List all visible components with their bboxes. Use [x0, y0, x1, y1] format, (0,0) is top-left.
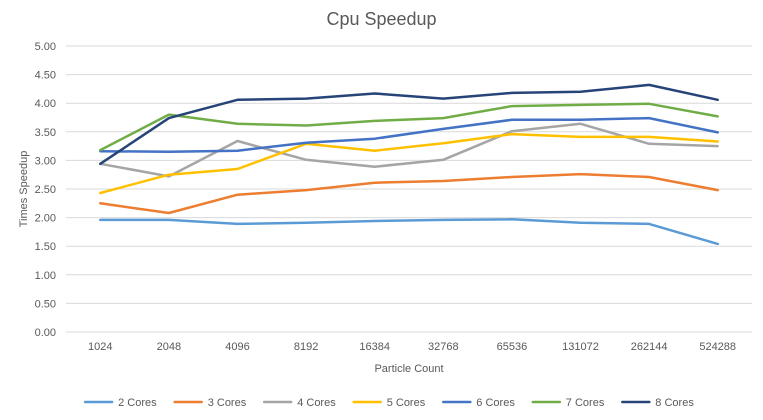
- y-tick-label: 2.50: [35, 184, 56, 196]
- x-tick-label: 32768: [428, 341, 459, 353]
- y-tick-label: 5.00: [35, 41, 56, 53]
- x-tick-label: 131072: [562, 341, 599, 353]
- x-tick-label: 1024: [88, 341, 112, 353]
- y-tick-label: 1.00: [35, 270, 56, 282]
- series-line-8-cores: [99, 83, 719, 166]
- legend-label: 2 Cores: [118, 397, 157, 409]
- legend-label: 6 Cores: [476, 397, 515, 409]
- legend-item: 4 Cores: [262, 397, 336, 409]
- y-tick-label: 4.50: [35, 70, 56, 82]
- legend-item: 2 Cores: [83, 397, 157, 409]
- legend-label: 5 Cores: [387, 397, 426, 409]
- legend-item: 6 Cores: [442, 397, 515, 409]
- series-line-4-cores: [99, 122, 719, 178]
- y-tick-label: 3.00: [35, 155, 56, 167]
- y-tick-label: 0.00: [35, 327, 56, 339]
- legend-item: 3 Cores: [173, 397, 247, 409]
- legend-label: 4 Cores: [297, 397, 336, 409]
- x-tick-label: 65536: [497, 341, 528, 353]
- y-axis-title: Times Speedup: [18, 151, 30, 228]
- series-line-6-cores: [99, 116, 719, 154]
- legend: 2 Cores 3 Cores 4 Cores 5 Cores 6 Cores 7 Cor…: [83, 397, 694, 409]
- series-line-2-cores: [99, 218, 719, 246]
- series-line-3-cores: [99, 172, 719, 215]
- legend-label: 8 Cores: [655, 397, 694, 409]
- x-tick-label: 4096: [225, 341, 249, 353]
- series-lines: [99, 83, 719, 246]
- chart-title: Cpu Speedup: [326, 9, 436, 29]
- series-line-7-cores: [99, 102, 719, 152]
- x-axis-ticks: 1024 2048 4096 8192 16384 32768 65536 131072 262…: [88, 341, 736, 353]
- y-tick-label: 4.00: [35, 98, 56, 110]
- legend-item: 8 Cores: [621, 397, 694, 409]
- y-tick-label: 2.00: [35, 213, 56, 225]
- y-tick-label: 1.50: [35, 241, 56, 253]
- legend-label: 7 Cores: [566, 397, 605, 409]
- legend-item: 5 Cores: [352, 397, 426, 409]
- x-tick-label: 2048: [157, 341, 181, 353]
- y-tick-label: 3.50: [35, 127, 56, 139]
- legend-item: 7 Cores: [531, 397, 605, 409]
- x-axis-title: Particle Count: [374, 363, 443, 375]
- x-tick-label: 262144: [631, 341, 668, 353]
- y-axis-ticks: 0.00 0.50 1.00 1.50 2.00 2.50 3.00 3.50 4.00 4.50…: [35, 41, 56, 339]
- series-line-5-cores: [99, 132, 719, 195]
- legend-label: 3 Cores: [208, 397, 247, 409]
- x-tick-label: 16384: [359, 341, 390, 353]
- y-tick-label: 0.50: [35, 298, 56, 310]
- x-tick-label: 524288: [699, 341, 736, 353]
- x-tick-label: 8192: [294, 341, 318, 353]
- gridlines: [66, 45, 752, 333]
